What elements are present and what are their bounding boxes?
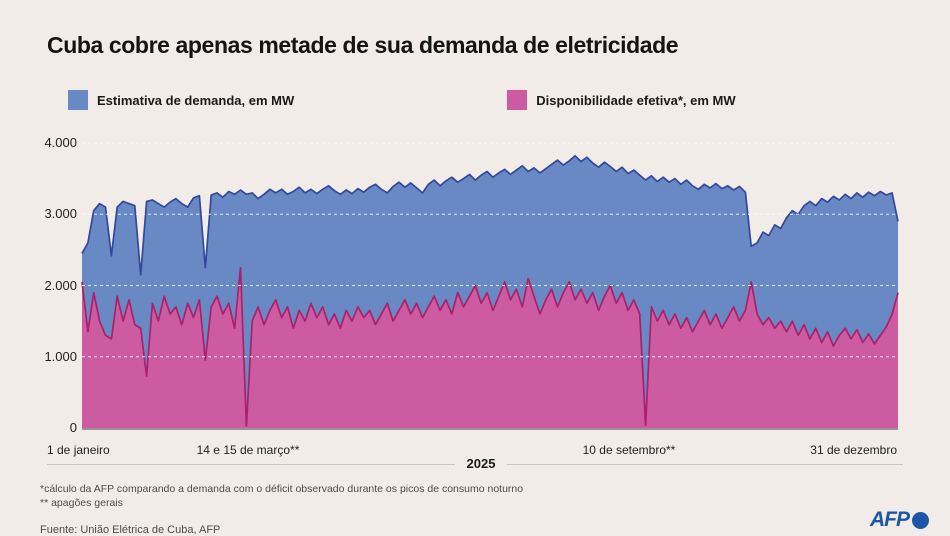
x-tick-march-blackout: 14 e 15 de março** <box>196 443 300 457</box>
chart-legend: Estimativa de demanda, em MW Disponibili… <box>68 90 736 110</box>
availability-swatch-icon <box>507 90 528 110</box>
page-title: Cuba cobre apenas metade de sua demanda … <box>47 32 679 58</box>
y-tick-0: 0 <box>69 420 77 435</box>
afp-logo-dot-icon <box>912 511 929 529</box>
x-tick-september-blackout: 10 de setembro** <box>582 443 676 457</box>
legend-item-availability: Disponibilidade efetiva*, em MW <box>507 90 736 110</box>
y-tick-4000: 4.000 <box>44 135 77 150</box>
legend-item-demand: Estimativa de demanda, em MW <box>68 90 294 110</box>
footnote-blackouts: ** apagões gerais <box>40 497 123 509</box>
year-label: 2025 <box>431 456 531 471</box>
footnote-calculation: *cálculo da AFP comparando a demanda com… <box>40 483 524 495</box>
x-tick-december: 31 de dezembro <box>810 443 897 457</box>
source-credit: Fuente: União Elétrica de Cuba, AFP <box>40 524 221 536</box>
demand-swatch-icon <box>68 90 88 110</box>
afp-logo-text: AFP <box>870 508 910 531</box>
y-tick-1000: 1.000 <box>44 349 77 364</box>
y-tick-2000: 2.000 <box>44 278 77 293</box>
y-tick-3000: 3.000 <box>44 206 77 221</box>
x-tick-january: 1 de janeiro <box>47 443 110 457</box>
legend-label-availability: Disponibilidade efetiva*, em MW <box>536 92 736 108</box>
afp-logo: AFP <box>870 508 929 532</box>
legend-label-demand: Estimativa de demanda, em MW <box>97 92 295 108</box>
